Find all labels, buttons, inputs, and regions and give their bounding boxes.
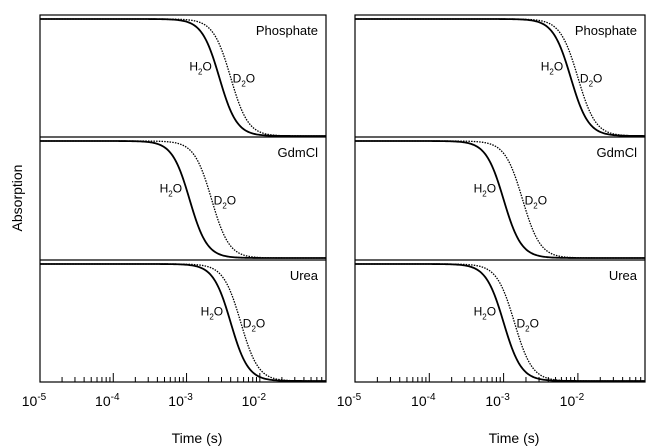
curve-label-h2o: H2O — [474, 181, 496, 198]
x-tick-label: 10-5 — [22, 392, 47, 409]
curve-label-d2o: D2O — [516, 316, 538, 333]
x-tick-label: 10-3 — [485, 392, 510, 409]
plot-frame-right — [354, 14, 646, 383]
x-tick-label: 10-4 — [411, 392, 436, 409]
series-line-d2o — [40, 263, 326, 382]
series-line-d2o — [355, 140, 645, 259]
series-line-h2o — [40, 263, 326, 382]
x-tick-label: 10-4 — [95, 392, 120, 409]
series-line-h2o — [355, 263, 645, 382]
x-axis-label: Time (s) — [489, 430, 540, 446]
curve-label-h2o: H2O — [189, 59, 211, 76]
curve-label-h2o: H2O — [474, 304, 496, 321]
panel-label: Phosphate — [256, 23, 318, 38]
panel-label: Phosphate — [575, 23, 637, 38]
panel-label: GdmCl — [278, 145, 319, 160]
panel-left-urea: Urea H2O D2O — [40, 263, 326, 382]
series-line-h2o — [355, 18, 645, 137]
panel-label: Urea — [290, 268, 319, 283]
panel-right-phosphate: Phosphate H2O D2O — [355, 18, 646, 137]
curve-label-d2o: D2O — [525, 193, 547, 210]
series-line-d2o — [40, 18, 326, 137]
panel-label: GdmCl — [597, 145, 638, 160]
curve-label-d2o: D2O — [233, 71, 255, 88]
panel-label: Urea — [609, 268, 638, 283]
panel-right-urea: Urea H2O D2O — [355, 263, 645, 382]
curve-label-h2o: H2O — [541, 59, 563, 76]
curve-label-d2o: D2O — [580, 71, 602, 88]
panels: 10-5 10-4 10-3 10-2 Time (s) 10-5 10-4 10-3 10-2… — [22, 14, 646, 446]
x-tick-label: 10-2 — [242, 392, 267, 409]
panel-right-gdmcl: GdmCl H2O D2O — [355, 140, 645, 259]
x-tick-label: 10-5 — [337, 392, 362, 409]
column-right: 10-5 10-4 10-3 10-2 Time (s) — [337, 14, 646, 446]
curve-label-d2o: D2O — [243, 316, 265, 333]
y-axis-label: Absorption — [9, 165, 25, 232]
panel-left-phosphate: Phosphate H2O D2O — [40, 18, 326, 137]
x-tick-label: 10-2 — [560, 392, 585, 409]
curve-label-h2o: H2O — [201, 304, 223, 321]
column-left: 10-5 10-4 10-3 10-2 Time (s) — [22, 14, 327, 446]
plot-frame-left — [39, 14, 327, 383]
curve-label-h2o: H2O — [160, 181, 182, 198]
x-axis-label: Time (s) — [172, 430, 223, 446]
series-line-d2o — [355, 263, 645, 382]
x-axis-ticks-left — [39, 373, 327, 382]
curve-label-d2o: D2O — [214, 193, 236, 210]
x-tick-label: 10-3 — [168, 392, 193, 409]
panel-left-gdmcl: GdmCl H2O D2O — [40, 140, 326, 259]
series-line-d2o — [40, 140, 326, 259]
